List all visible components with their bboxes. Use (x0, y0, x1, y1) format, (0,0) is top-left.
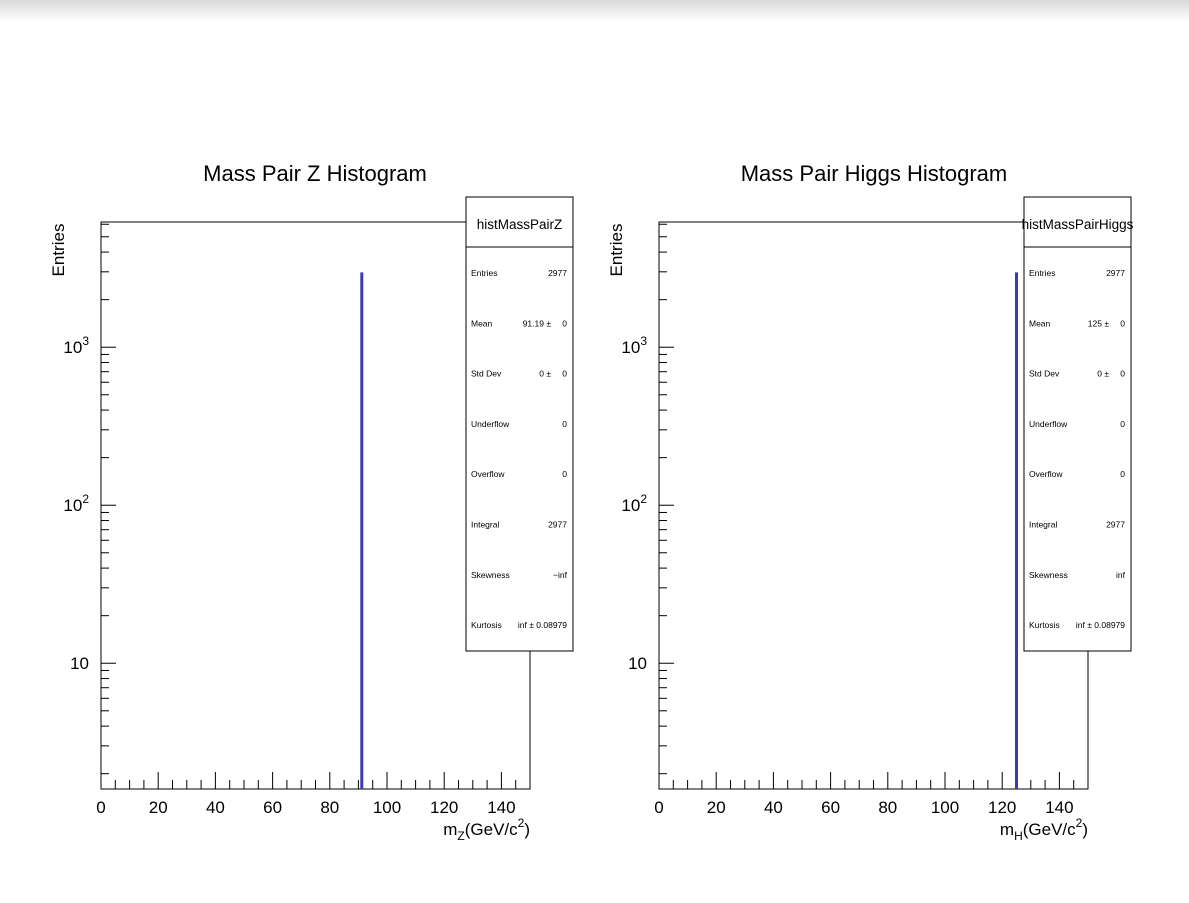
stats-row-value: 0 ± (1097, 369, 1109, 379)
stats-row-value: inf ± 0.08979 (518, 620, 567, 630)
stats-box-name: histMassPairHiggs (1022, 217, 1134, 232)
x-axis-title-superscript: 2 (1076, 816, 1083, 830)
stats-row-label: Std Dev (471, 369, 502, 379)
stats-row-error: 0 (562, 318, 567, 328)
y-tick-label: 102 (63, 492, 89, 515)
x-axis-title: mZ(GeV/c2) (443, 816, 530, 843)
stats-row-error: 0 (1120, 369, 1125, 379)
stats-row-label: Underflow (471, 419, 510, 429)
y-axis-title: Entries (607, 224, 626, 277)
stats-row-label: Entries (471, 268, 497, 278)
x-tick-label: 0 (96, 798, 105, 817)
stats-row-label: Overflow (471, 469, 505, 479)
stats-row-label: Integral (1029, 520, 1057, 530)
stats-row-value: 0 (562, 469, 567, 479)
stats-row-label: Overflow (1029, 469, 1063, 479)
y-tick-exponent: 2 (640, 492, 647, 506)
stats-row-value: 2977 (1106, 520, 1125, 530)
x-tick-label: 120 (988, 798, 1016, 817)
stats-row-label: Std Dev (1029, 369, 1060, 379)
x-tick-label: 20 (149, 798, 168, 817)
stats-row-value: 91.19 ± (523, 318, 552, 328)
y-tick-label: 102 (621, 492, 647, 515)
x-tick-label: 80 (320, 798, 339, 817)
y-tick-base: 10 (63, 496, 82, 515)
y-axis-title: Entries (49, 224, 68, 277)
x-tick-label: 140 (487, 798, 515, 817)
stats-row-label: Integral (471, 520, 499, 530)
stats-box (1023, 196, 1132, 652)
x-tick-label: 100 (931, 798, 959, 817)
x-tick-label: 80 (878, 798, 897, 817)
stats-row-value: 0 (1120, 419, 1125, 429)
x-axis-title-units: (GeV/c (1023, 820, 1076, 839)
y-tick-exponent: 2 (82, 492, 89, 506)
stats-row-value: inf (1116, 570, 1126, 580)
chart-title: Mass Pair Higgs Histogram (741, 161, 1008, 186)
x-axis-title-subscript: Z (457, 829, 464, 843)
stats-row-label: Kurtosis (1029, 620, 1060, 630)
x-axis-title-units: (GeV/c (465, 820, 518, 839)
stats-row-value: 0 (562, 419, 567, 429)
stats-row-value: 2977 (548, 520, 567, 530)
x-tick-label: 60 (263, 798, 282, 817)
x-axis-title-close: ) (524, 820, 530, 839)
y-tick-label: 10 (70, 654, 89, 673)
y-tick-base: 10 (628, 654, 647, 673)
x-axis-title-base: m (1000, 820, 1014, 839)
y-tick-label: 103 (621, 334, 647, 357)
stats-row-label: Kurtosis (471, 620, 502, 630)
chart-title: Mass Pair Z Histogram (203, 161, 427, 186)
x-axis-title-base: m (443, 820, 457, 839)
stats-row-label: Mean (471, 318, 493, 328)
x-tick-label: 120 (430, 798, 458, 817)
stats-row-value: 0 (1120, 469, 1125, 479)
x-axis-title: mH(GeV/c2) (1000, 816, 1088, 843)
y-tick-base: 10 (70, 654, 89, 673)
x-axis-title-subscript: H (1014, 829, 1023, 843)
y-tick-base: 10 (621, 496, 640, 515)
stats-box-name: histMassPairZ (477, 217, 563, 232)
x-tick-label: 100 (373, 798, 401, 817)
stats-row-error: 0 (562, 369, 567, 379)
stats-row-value: 2977 (1106, 268, 1125, 278)
x-tick-label: 40 (206, 798, 225, 817)
stats-row-error: 0 (1120, 318, 1125, 328)
x-tick-label: 140 (1045, 798, 1073, 817)
window-top-gradient (0, 0, 1189, 22)
y-tick-base: 10 (63, 338, 82, 357)
x-tick-label: 60 (821, 798, 840, 817)
stats-row-value: inf ± 0.08979 (1076, 620, 1125, 630)
stats-box (465, 196, 574, 652)
y-tick-label: 10 (628, 654, 647, 673)
stats-row-value: 125 ± (1088, 318, 1110, 328)
stats-row-value: 0 ± (539, 369, 551, 379)
stats-row-value: −inf (553, 570, 568, 580)
stats-row-label: Mean (1029, 318, 1051, 328)
y-tick-exponent: 3 (640, 334, 647, 348)
y-tick-label: 103 (63, 334, 89, 357)
stats-row-label: Skewness (1029, 570, 1068, 580)
stats-row-label: Underflow (1029, 419, 1068, 429)
x-tick-label: 20 (707, 798, 726, 817)
x-tick-label: 0 (654, 798, 663, 817)
y-tick-base: 10 (621, 338, 640, 357)
stats-row-value: 2977 (548, 268, 567, 278)
stats-row-label: Skewness (471, 570, 510, 580)
x-axis-title-superscript: 2 (518, 816, 525, 830)
y-tick-exponent: 3 (82, 334, 89, 348)
x-axis-title-close: ) (1082, 820, 1088, 839)
x-tick-label: 40 (764, 798, 783, 817)
stats-row-label: Entries (1029, 268, 1055, 278)
